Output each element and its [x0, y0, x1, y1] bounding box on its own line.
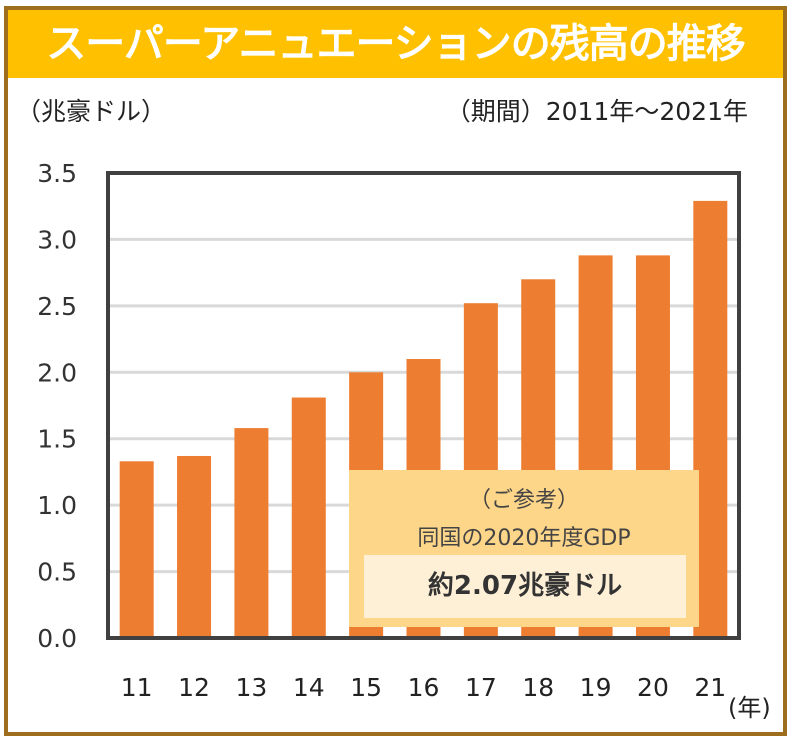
x-tick-label: 14: [293, 673, 325, 702]
x-tick-label: 21: [694, 673, 726, 702]
gdp-callout: （ご参考） 同国の2020年度GDP 約2.07兆豪ドル: [349, 470, 699, 627]
x-tick-label: 20: [637, 673, 669, 702]
x-tick-label: 12: [178, 673, 210, 702]
bar-12: [177, 455, 212, 638]
x-unit-label: (年): [728, 694, 771, 722]
callout-note: （ご参考）: [468, 488, 579, 513]
y-tick-label: 2.0: [37, 358, 77, 387]
y-tick-label: 1.5: [37, 425, 77, 454]
callout-value-box: 約2.07兆豪ドル: [364, 555, 686, 618]
period-label: （期間）2011年～2021年: [445, 97, 748, 126]
y-tick-label: 0.5: [37, 558, 77, 587]
bar-11: [119, 461, 154, 638]
y-tick-label: 2.5: [37, 292, 77, 321]
x-tick-label: 11: [121, 673, 153, 702]
bar-14: [291, 397, 326, 638]
x-tick-label: 18: [522, 673, 554, 702]
x-tick-label: 15: [350, 673, 382, 702]
plot-area-border: [106, 171, 741, 640]
x-tick-label: 13: [236, 673, 268, 702]
y-tick-label: 3.0: [37, 225, 77, 254]
x-tick-label: 17: [465, 673, 497, 702]
chart-title: スーパーアニュエーションの残高の推移: [46, 21, 745, 67]
callout-value: 約2.07兆豪ドル: [427, 571, 623, 601]
y-tick-label: 1.0: [37, 491, 77, 520]
bar-13: [234, 428, 269, 638]
y-tick-label: 0.0: [37, 624, 77, 653]
title-bar: [8, 10, 783, 78]
y-unit-label: （兆豪ドル）: [16, 97, 167, 126]
x-tick-label: 16: [408, 673, 440, 702]
x-tick-label: 19: [580, 673, 612, 702]
callout-description: 同国の2020年度GDP: [417, 526, 631, 551]
y-tick-label: 3.5: [37, 159, 77, 188]
